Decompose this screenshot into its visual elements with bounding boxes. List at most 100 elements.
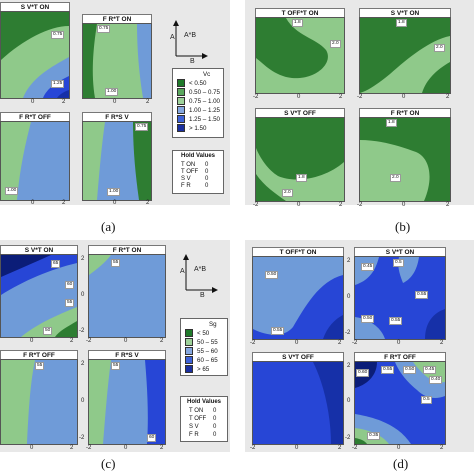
c4-xtick-2: 2: [160, 445, 164, 451]
plot-c4-title: F R*S V: [88, 350, 166, 360]
b2-xtick-1: 0: [402, 94, 406, 100]
b3-contour-label-2: 2.0: [282, 189, 293, 197]
d3-xtick-2: 2: [338, 445, 342, 451]
legend-c-swatch-4: [185, 356, 193, 364]
plot-b4: 1.8 2.0: [359, 117, 451, 202]
plot-b2-title: S V*T ON: [359, 8, 451, 18]
plot-c3-contours: [1, 360, 77, 444]
legend-a-swatch-2: [177, 88, 185, 96]
plot-b4-title: F R*T ON: [359, 108, 451, 118]
c4-ytick-2: 2: [81, 361, 85, 367]
legend-c-swatch-3: [185, 347, 193, 355]
caption-a: (a): [101, 219, 116, 234]
a4-contour-label-2: 0.75: [135, 123, 149, 131]
legend-a-row-3: 0.75 – 1.00: [177, 97, 220, 105]
a2-xtick-0: 0: [113, 99, 117, 105]
plot-a4-title: F R*S V: [82, 112, 152, 122]
a4-region-mid: [83, 122, 105, 200]
c4-ytick-0: -2: [79, 435, 85, 441]
legend-a-label-5: 1.25 –: [189, 115, 207, 123]
hold-a-row-1: T ON 0: [181, 162, 208, 169]
caption-b: (b): [395, 219, 411, 234]
legend-a-value-4: 1.25: [207, 106, 220, 114]
b1-xtick-2: 2: [339, 94, 343, 100]
legend-c-title: Sg: [209, 321, 217, 328]
a2-xtick-1: 2: [146, 99, 150, 105]
hold-c-row-1: T ON 0: [189, 408, 216, 415]
d4-contour-label-7: 0.35: [367, 432, 381, 440]
plot-c3: 55: [0, 359, 78, 445]
a2-contour-label-2: 1.00: [105, 88, 119, 96]
d4-contour-label-4: 0.45: [423, 366, 437, 374]
c4-xtick-1: 0: [124, 445, 128, 451]
c3-region-low: [1, 360, 35, 444]
legend-c-value-4: 65: [210, 356, 218, 364]
c1-xtick-1: 2: [70, 338, 74, 344]
d4-xtick-1: 0: [397, 445, 401, 451]
d1-region-high: [323, 315, 343, 339]
plot-d4-title: F R*T OFF: [354, 352, 446, 362]
hold-values-a-title: Hold Values: [180, 153, 215, 159]
d4-contour-label-5: 0.40: [429, 376, 443, 384]
plot-d2: 0.45 0.5 0.55 0.50 0.55: [354, 256, 446, 340]
c4-xtick-0: -2: [86, 445, 92, 451]
hold-c-value-4: 0: [213, 432, 217, 438]
plot-c3-title: F R*T OFF: [0, 350, 78, 360]
legend-c-row-1: < 50: [185, 329, 209, 337]
hold-a-name-1: T ON: [181, 162, 196, 168]
d3-xtick-0: -2: [250, 445, 256, 451]
b3-region-low: [256, 118, 344, 180]
a4-region-low: [133, 122, 151, 200]
legend-c-swatch-5: [185, 365, 193, 373]
plot-b1-title: T OFF*T ON: [255, 8, 345, 18]
b1-contour-label-1: 1.8: [292, 19, 303, 27]
c4-region-low: [89, 360, 111, 444]
hold-c-value-3: 0: [213, 424, 217, 430]
legend-c-row-2: 50 – 55: [185, 338, 218, 346]
legend-a-value-6: 1.50: [194, 124, 207, 132]
legend-c-label-1: <: [197, 329, 201, 337]
hold-a-name-2: T OFF: [181, 169, 199, 175]
a3-xtick-0: 0: [31, 200, 35, 206]
a2-region-high: [137, 24, 151, 98]
legend-a-value-3: 1.00: [207, 97, 220, 105]
b4-contour-label-1: 1.8: [386, 119, 397, 127]
c2-region-low: [89, 255, 111, 275]
c1-region-low: [21, 307, 77, 337]
b3-xtick-1: 0: [297, 202, 301, 208]
b2-xtick-0: -2: [357, 94, 363, 100]
c3-contour-label-1: 55: [35, 362, 45, 370]
plot-a2-title: F R*T ON: [82, 14, 152, 24]
legend-a-swatch-4: [177, 106, 185, 114]
legend-a-label-1: <: [189, 79, 193, 87]
d4-xtick-0: -2: [352, 445, 358, 451]
plot-a4: 1.00 0.75: [82, 121, 152, 201]
legend-a-swatch-5: [177, 115, 185, 123]
legend-a-row-2: 0.50 – 0.75: [177, 88, 220, 96]
legend-a-row-6: > 1.50: [177, 124, 207, 132]
d3-xtick-1: 0: [295, 445, 299, 451]
b1-contour-label-2: 2.0: [330, 40, 341, 48]
c1-contour-label-3: 55: [65, 299, 75, 307]
legend-c-label-4: 60 –: [197, 356, 210, 364]
a3-contour-label-1: 1.00: [5, 187, 19, 195]
b4-contour-label-2: 2.0: [390, 174, 401, 182]
a3-xtick-1: 2: [62, 200, 66, 206]
c2-xtick-1: 0: [124, 338, 128, 344]
d2-ytick-2: 2: [347, 258, 351, 264]
hold-c-name-4: F R: [189, 432, 199, 438]
d2-contour-label-4: 0.50: [361, 315, 375, 323]
hold-c-value-2: 0: [213, 416, 217, 422]
a1-region-highest: [57, 90, 69, 98]
legend-c-row-4: 60 – 65: [185, 356, 218, 364]
axis-icon-c: [183, 254, 218, 293]
hold-a-row-2: T OFF 0: [181, 169, 208, 176]
plot-c4: 55 60: [88, 359, 166, 445]
b3-contour-label-1: 1.8: [296, 174, 307, 182]
c1-contour-label-2: 60: [65, 281, 75, 289]
plot-a1: 0.75 1.25: [0, 11, 70, 99]
d2-xtick-0: -2: [352, 340, 358, 346]
legend-a-value-2: 0.75: [207, 88, 220, 96]
plot-a4-contours: [83, 122, 151, 200]
hold-a-value-3: 0: [205, 176, 209, 182]
